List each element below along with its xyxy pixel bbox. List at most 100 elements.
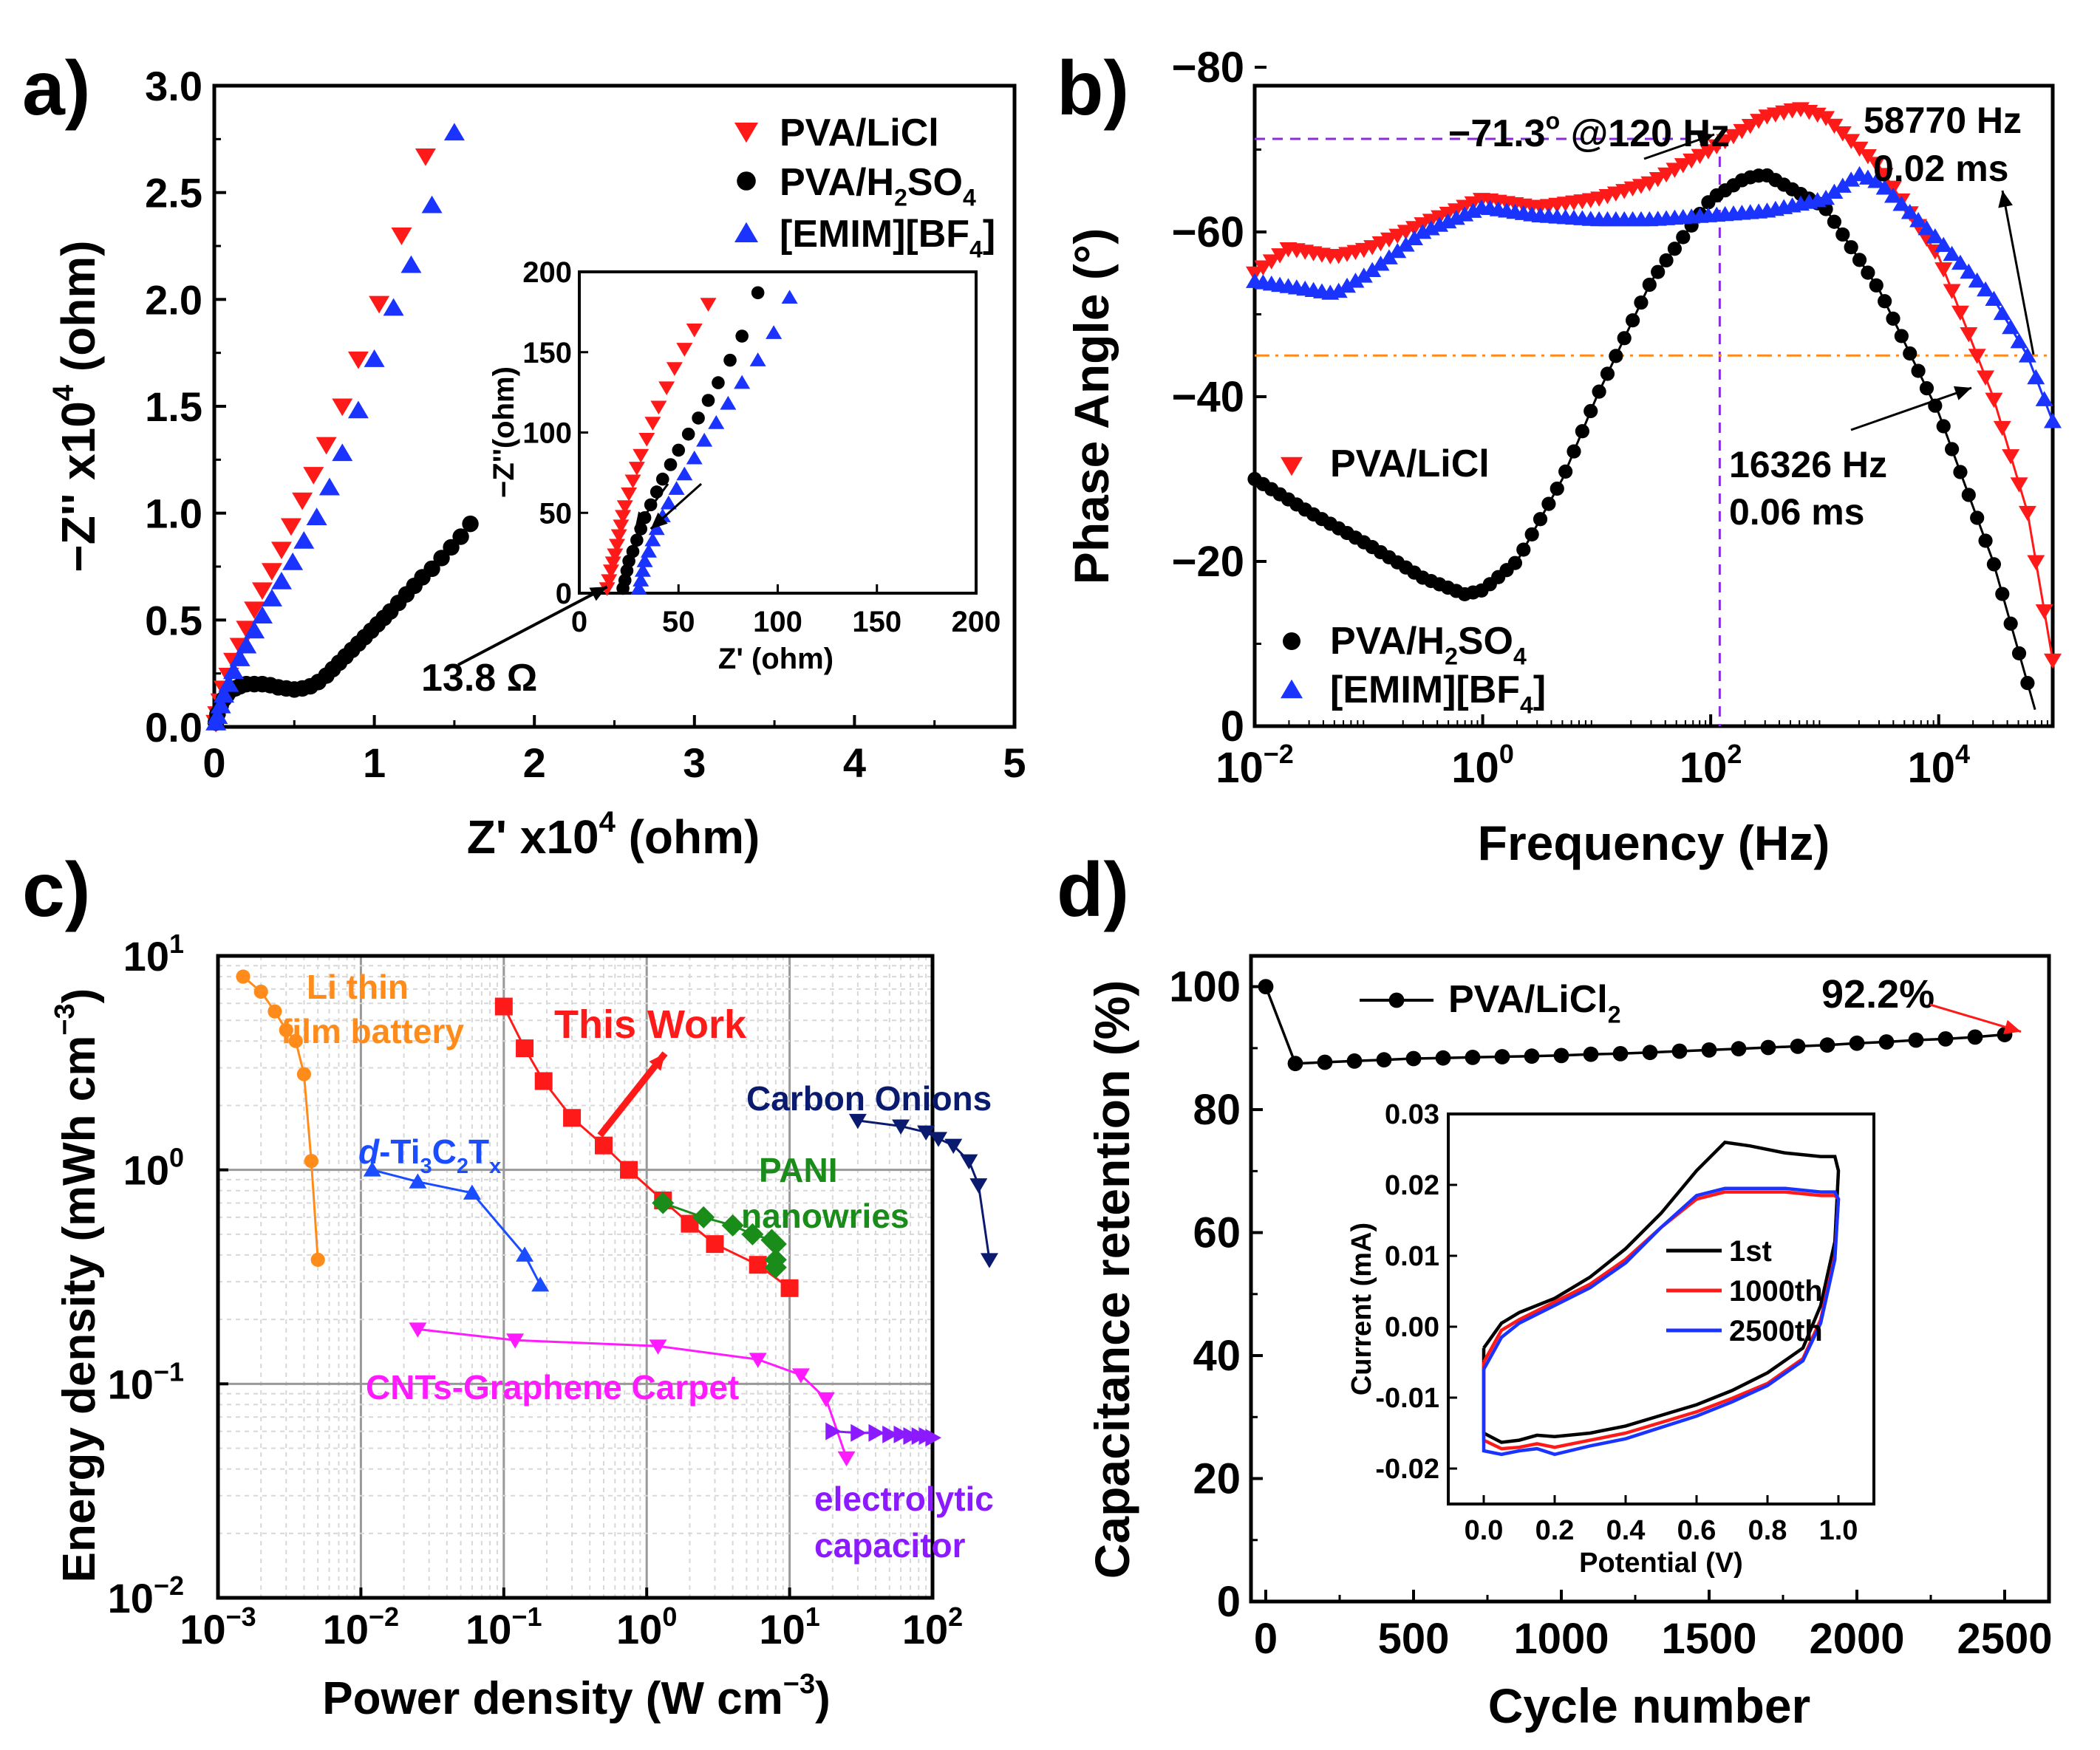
- data-point: [1960, 327, 1978, 343]
- series-label: capacitor: [814, 1526, 966, 1565]
- y-tick-label: 1.5: [145, 383, 202, 430]
- data-point: [1671, 1043, 1688, 1059]
- data-point: [1524, 1048, 1540, 1064]
- data-point: [1960, 263, 1978, 279]
- data-point: [2020, 676, 2035, 691]
- text-part: −71.3: [1448, 112, 1546, 155]
- data-point: [1575, 424, 1589, 439]
- x-tick-label: 100: [1451, 739, 1514, 792]
- data-point: [638, 432, 655, 447]
- inset-legend: 1st 1000th 2500th: [1666, 1235, 1823, 1347]
- data-point: [1592, 384, 1606, 399]
- x-axis-label: Frequency (Hz): [1478, 816, 1830, 870]
- inset-y-tick-label: 100: [522, 417, 572, 450]
- legend-label: PVA/LiCl: [1330, 442, 1490, 485]
- inset-x-label: Potential (V): [1579, 1548, 1743, 1579]
- data-point: [621, 487, 638, 502]
- data-point: [1827, 214, 1842, 229]
- data-point: [1376, 1052, 1392, 1068]
- data-point: [751, 286, 765, 300]
- text-part: o: [1546, 108, 1561, 134]
- data-point: [893, 1425, 910, 1443]
- tick-base: 10: [466, 1606, 511, 1652]
- tick-base: 10: [108, 1575, 154, 1621]
- data-point: [1731, 1041, 1747, 1057]
- series-label: electrolytic: [814, 1480, 994, 1518]
- data-point: [837, 1451, 856, 1467]
- tick-exp: 0: [169, 1143, 184, 1173]
- data-point: [1875, 180, 1894, 195]
- x-tick-label: 4: [843, 739, 866, 786]
- data-point: [1667, 242, 1683, 256]
- data-point: [421, 195, 443, 213]
- inset-x-tick-label: 1.0: [1819, 1515, 1858, 1546]
- data-point: [1842, 134, 1861, 149]
- data-point: [1844, 240, 1858, 255]
- inset-y-tick-label: 0.01: [1385, 1241, 1439, 1272]
- phase-annotation: −71.3o @120 Hz: [1448, 108, 1730, 155]
- series-2: [205, 123, 465, 731]
- data-point: [1951, 305, 1969, 321]
- data-point: [980, 1253, 998, 1268]
- data-point: [2044, 653, 2062, 669]
- inset-x-tick-label: 0: [571, 606, 587, 638]
- data-point: [1835, 227, 1850, 242]
- data-point: [244, 601, 265, 620]
- data-point: [882, 1425, 899, 1443]
- data-point: [2035, 391, 2053, 406]
- x-tick-label: 2: [523, 739, 546, 786]
- data-point: [1435, 1050, 1451, 1066]
- data-point: [825, 1422, 842, 1440]
- data-point: [735, 329, 749, 343]
- cv-curve: [1482, 1186, 1841, 1457]
- data-point: [1937, 1030, 1954, 1047]
- arrow-head: [1953, 386, 1971, 400]
- y-tick-label: 2.0: [145, 276, 202, 323]
- data-point: [2027, 555, 2045, 570]
- data-point: [463, 1184, 481, 1200]
- data-point: [1892, 196, 1911, 211]
- data-point: [681, 427, 695, 441]
- data-point: [594, 1136, 613, 1155]
- tick-base: 10: [323, 1606, 369, 1652]
- data-point: [270, 541, 292, 560]
- text-part: Power density (W cm: [322, 1673, 783, 1724]
- text-part: ]: [1533, 669, 1546, 711]
- data-point: [766, 325, 783, 339]
- tick-exp: 1: [169, 929, 184, 959]
- text-part: 10: [1907, 744, 1955, 792]
- series-label: nanowries: [741, 1197, 910, 1235]
- data-point: [1993, 304, 2011, 321]
- data-point: [1903, 346, 1917, 361]
- x-tick-label: 104: [1907, 739, 1970, 792]
- data-point: [1666, 163, 1684, 178]
- data-point: [494, 997, 513, 1016]
- data-point: [1258, 979, 1274, 995]
- data-point: [1725, 129, 1742, 145]
- annotation-arrow: [2001, 190, 2035, 355]
- text-part: PVA/H: [1330, 620, 1445, 663]
- y-tick-label: 0.5: [145, 597, 202, 643]
- data-point: [213, 685, 234, 703]
- panel-c: c)10−3 10−2 10−1 100 101 10210−210−1100101Pow…: [22, 847, 998, 1724]
- data-point: [1524, 527, 1539, 542]
- annotation-arrow: [457, 585, 608, 666]
- x-tick-label: 2500: [1957, 1615, 2052, 1663]
- data-point: [658, 381, 675, 396]
- data-point: [2011, 646, 2027, 661]
- data-point: [817, 1392, 835, 1408]
- series-label: CNTs-Graphene Carpet: [366, 1368, 739, 1407]
- data-point: [1659, 253, 1674, 268]
- data-point: [734, 222, 758, 242]
- x-tick-label: 2000: [1809, 1615, 1904, 1663]
- data-point: [1934, 262, 1953, 278]
- data-point: [741, 1223, 764, 1245]
- data-point: [2002, 318, 2020, 335]
- data-point: [708, 415, 725, 429]
- inset-frame: [578, 270, 978, 595]
- x-tick-label: 1: [363, 739, 386, 786]
- x-tick-label: 1500: [1661, 1615, 1756, 1663]
- data-point: [1583, 403, 1598, 419]
- text-part: 3: [420, 1155, 432, 1178]
- data-point: [1790, 1038, 1806, 1054]
